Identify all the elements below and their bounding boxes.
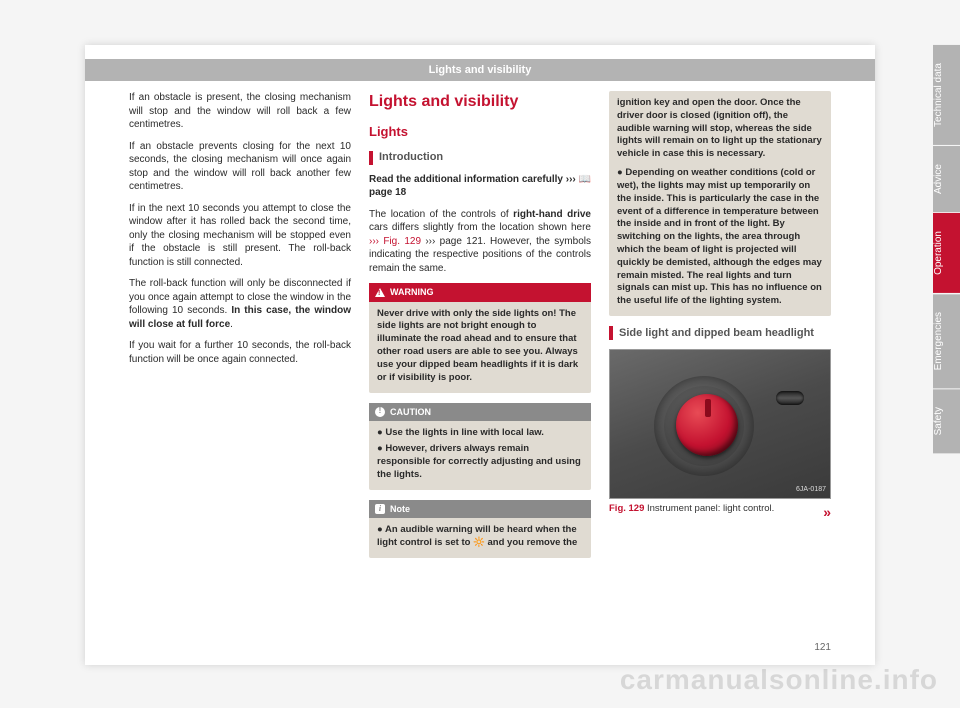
warning-title-text: WARNING <box>390 286 434 298</box>
tab-advice[interactable]: Advice <box>933 146 960 212</box>
caution-icon: ! <box>375 407 385 417</box>
note-bullet: ● Depending on weather conditions (cold … <box>617 167 823 308</box>
subsection-title: Lights <box>369 123 591 141</box>
caution-bullet: ● Use the lights in line with local law. <box>377 427 583 440</box>
paragraph: The location of the controls of right-ha… <box>369 208 591 276</box>
figure-reference: ››› Fig. 129 <box>369 236 421 247</box>
tab-operation[interactable]: Operation <box>933 213 960 293</box>
text: . <box>230 319 233 330</box>
paragraph: Read the additional information carefull… <box>369 173 591 200</box>
figure-number: Fig. 129 <box>609 503 644 514</box>
tab-technical-data[interactable]: Technical data <box>933 45 960 145</box>
figure-caption: Fig. 129 Instrument panel: light control… <box>609 503 831 516</box>
page-number: 121 <box>814 642 831 653</box>
figure-code: 6JA-0187 <box>796 485 826 494</box>
bold-text: right-hand drive <box>513 209 591 220</box>
manual-page: Lights and visibility If an obstacle is … <box>85 45 875 665</box>
note-box: i Note ● An audible warning will be hear… <box>369 500 591 558</box>
column-3: ignition key and open the door. Once the… <box>609 91 831 637</box>
figure-image: 6JA-0187 <box>609 349 831 499</box>
figure-caption-text: Instrument panel: light control. <box>644 503 774 514</box>
paragraph: If you wait for a further 10 seconds, th… <box>129 339 351 366</box>
note-box-title: i Note <box>369 500 591 518</box>
side-tabs: Technical data Advice Operation Emergenc… <box>933 45 960 455</box>
text: cars differs slightly from the location … <box>369 222 591 233</box>
note-title-text: Note <box>390 503 410 515</box>
info-icon: i <box>375 504 385 514</box>
tab-safety[interactable]: Safety <box>933 389 960 453</box>
warning-box-title: WARNING <box>369 283 591 301</box>
content-columns: If an obstacle is present, the closing m… <box>129 91 831 637</box>
page-header: Lights and visibility <box>85 59 875 81</box>
caution-box-title: ! CAUTION <box>369 403 591 421</box>
watermark: carmanualsonline.info <box>620 664 938 696</box>
column-1: If an obstacle is present, the closing m… <box>129 91 351 637</box>
note-continuation: ignition key and open the door. Once the… <box>617 97 823 161</box>
paragraph: If an obstacle is present, the closing m… <box>129 91 351 132</box>
continue-mark: » <box>823 503 831 522</box>
caution-bullet: ● However, drivers always remain respons… <box>377 443 583 481</box>
text: The location of the controls of <box>369 209 513 220</box>
paragraph: If in the next 10 seconds you attempt to… <box>129 202 351 270</box>
topic-heading-text: Introduction <box>379 150 443 165</box>
warning-box-body: Never drive with only the side lights on… <box>377 308 583 385</box>
light-control-knob <box>676 394 738 456</box>
caution-title-text: CAUTION <box>390 406 431 418</box>
paragraph: If an obstacle prevents closing for the … <box>129 140 351 194</box>
topic-heading: Introduction <box>369 150 591 165</box>
dimmer-thumbwheel <box>776 391 804 405</box>
topic-heading: Side light and dipped beam headlight <box>609 326 831 341</box>
note-bullet: ● An audible warning will be heard when … <box>377 524 583 550</box>
accent-bar <box>369 151 373 165</box>
warning-box: WARNING Never drive with only the side l… <box>369 283 591 392</box>
bold-text: Read the additional information carefull… <box>369 174 563 185</box>
topic-heading-text: Side light and dipped beam headlight <box>619 326 814 341</box>
warning-icon <box>375 288 385 297</box>
section-title: Lights and visibility <box>369 91 591 113</box>
column-2: Lights and visibility Lights Introductio… <box>369 91 591 637</box>
paragraph: The roll-back function will only be disc… <box>129 277 351 331</box>
tab-emergencies[interactable]: Emergencies <box>933 294 960 388</box>
accent-bar <box>609 326 613 340</box>
note-box-continued: ignition key and open the door. Once the… <box>609 91 831 316</box>
caution-box: ! CAUTION ● Use the lights in line with … <box>369 403 591 490</box>
